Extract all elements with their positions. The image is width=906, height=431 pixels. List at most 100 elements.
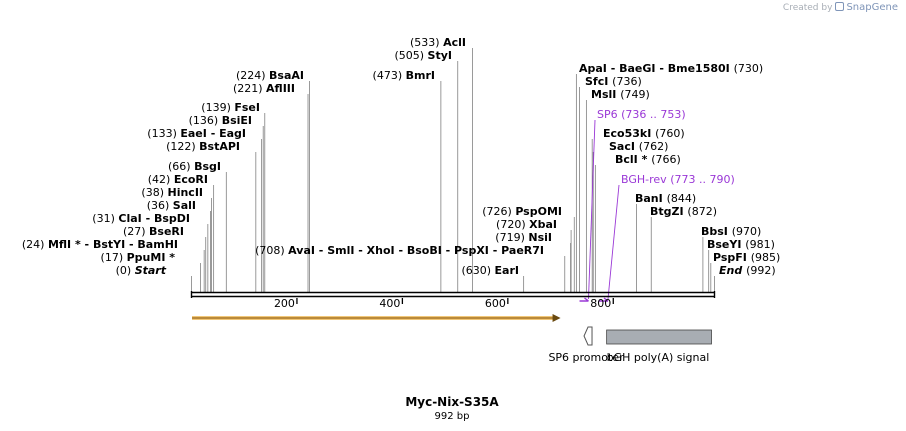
enzyme-name: Eco53kI [603,127,655,140]
cut-site-label-saci[interactable]: SacI (762) [609,140,668,153]
cut-site-position: (719) [495,231,528,244]
cut-site-position: (726) [482,205,515,218]
enzyme-name: EcoRI [174,173,208,186]
cut-site-leaders [191,48,715,292]
cut-site-position: (38) [141,186,167,199]
feature-label-bgh-poly-a-signal: bGH poly(A) signal [607,351,710,364]
enzyme-name: ApaI - BaeGI - Bme1580I [579,62,734,75]
cut-site-label-hincii[interactable]: (38) HincII [141,186,203,199]
cut-site-position: (766) [651,153,681,166]
cut-site-label-nsii[interactable]: (719) NsiI [495,231,552,244]
cut-site-label-clai-bspdi[interactable]: (31) ClaI - BspDI [92,212,190,225]
enzyme-name: BtgZI [650,205,687,218]
cut-site-label-fsei[interactable]: (139) FseI [201,101,260,114]
cut-site-position: (970) [732,225,762,238]
cut-site-position: (221) [233,82,266,95]
cut-site-label-bbsi[interactable]: BbsI (970) [701,225,761,238]
cut-site-position: (27) [123,225,149,238]
enzyme-name: ClaI - BspDI [118,212,190,225]
credit-brand: SnapGene [846,2,898,13]
cut-site-position: (981) [745,238,775,251]
enzyme-name: BsaAI [269,69,304,82]
cut-site-position: (630) [461,264,494,277]
enzyme-name: SfcI [585,75,612,88]
cut-site-label-bcli[interactable]: BclI * (766) [615,153,681,166]
enzyme-name: SacI [609,140,639,153]
snapgene-credit: Created by SnapGene [783,2,898,13]
sequence-length: 992 bp [435,411,470,422]
cut-site-position: (762) [639,140,669,153]
enzyme-name: PpuMI * [127,251,176,264]
cut-site-label-ppumi[interactable]: (17) PpuMI * [101,251,176,264]
cut-site-label-sfci[interactable]: SfcI (736) [585,75,642,88]
enzyme-name: SalI [173,199,196,212]
cut-site-label-styi[interactable]: (505) StyI [394,49,452,62]
sequence-backbone [190,291,716,298]
enzyme-name: BseYI [707,238,745,251]
cut-site-position: (505) [394,49,427,62]
cut-site-label-btgzi[interactable]: BtgZI (872) [650,205,717,218]
cut-site-position: (122) [166,140,199,153]
primer-label-sp6[interactable]: SP6 (736 .. 753) [597,108,686,121]
promoter-arrow-icon[interactable] [583,326,593,346]
cut-site-label-bmri[interactable]: (473) BmrI [373,69,435,82]
primer-annotations: SP6 (736 .. 753) BGH-rev (773 .. 790) [579,108,735,302]
cut-site-position: (473) [373,69,406,82]
cut-site-position: (985) [751,251,781,264]
enzyme-name: BclI * [615,153,651,166]
cut-site-position: (17) [101,251,127,264]
cut-site-label-acli[interactable]: (533) AclI [410,36,466,49]
ruler-tick-label: 200 [274,297,295,310]
cut-site-label-bseri[interactable]: (27) BseRI [123,225,184,238]
cut-site-label-xbai[interactable]: (720) XbaI [496,218,557,231]
enzyme-name: BsiEI [222,114,252,127]
cut-site-position: (872) [687,205,717,218]
cut-site-position: (42) [148,173,174,186]
cut-site-label-sali[interactable]: (36) SalI [147,199,196,212]
ruler-tick-label: 600 [485,297,506,310]
cut-site-label-eaei-eagi[interactable]: (133) EaeI - EagI [147,127,246,140]
enzyme-name: BmrI [406,69,435,82]
primer-name: SP6 [597,108,621,121]
cut-site-position: (139) [201,101,234,114]
cut-site-label-mfli-bstyi-bamhi[interactable]: (24) MflI * - BstYI - BamHI [22,238,178,251]
cut-site-label-bani[interactable]: BanI (844) [635,192,696,205]
enzyme-name: Start [135,264,167,277]
cut-site-label-start[interactable]: (0) Start [116,264,167,277]
cut-site-label-pspomi[interactable]: (726) PspOMI [482,205,562,218]
primer-label-bgh-rev[interactable]: BGH-rev (773 .. 790) [621,173,735,186]
enzyme-name: PspFI [713,251,751,264]
cut-site-label-afliii[interactable]: (221) AflIII [233,82,295,95]
cut-site-label-ecori[interactable]: (42) EcoRI [148,173,208,186]
cut-site-label-pspfi[interactable]: PspFI (985) [713,251,780,264]
enzyme-name: BanI [635,192,667,205]
cut-site-position: (224) [236,69,269,82]
primer-leader [607,184,620,300]
orf-arrow-icon [552,314,561,322]
cut-site-label-bstapi[interactable]: (122) BstAPI [166,140,240,153]
primer-arrow [599,297,609,302]
cut-site-label-avai-smli-xhoi-bsobi-pspxi-paer7i[interactable]: (708) AvaI - SmlI - XhoI - BsoBI - PspXI… [255,244,544,257]
cut-site-label-apai-baegi-bme1580i[interactable]: ApaI - BaeGI - Bme1580I (730) [579,62,763,75]
enzyme-name: EarI [495,264,519,277]
cut-site-label-eco53ki[interactable]: Eco53kI (760) [603,127,685,140]
cut-site-label-bseyi[interactable]: BseYI (981) [707,238,775,251]
cut-site-position: (0) [116,264,135,277]
polya-feature-box[interactable] [606,329,712,345]
cut-site-label-eari[interactable]: (630) EarI [461,264,519,277]
enzyme-name: End [719,264,746,277]
enzyme-name: MslI [591,88,620,101]
cut-site-label-bsgi[interactable]: (66) BsgI [168,160,221,173]
enzyme-name: BsgI [194,160,221,173]
cut-site-position: (992) [746,264,776,277]
enzyme-name: AclI [443,36,466,49]
primer-leader [588,119,596,300]
primer-range: (736 .. 753) [621,108,686,121]
enzyme-name: AflIII [266,82,295,95]
cut-site-label-msli[interactable]: MslI (749) [591,88,650,101]
cut-site-labels: (0) Start(17) PpuMI *(24) MflI * - BstYI… [22,36,780,277]
cut-site-label-end[interactable]: End (992) [719,264,776,277]
cut-site-label-bsaai[interactable]: (224) BsaAI [236,69,304,82]
cut-site-label-bsiei[interactable]: (136) BsiEI [189,114,252,127]
